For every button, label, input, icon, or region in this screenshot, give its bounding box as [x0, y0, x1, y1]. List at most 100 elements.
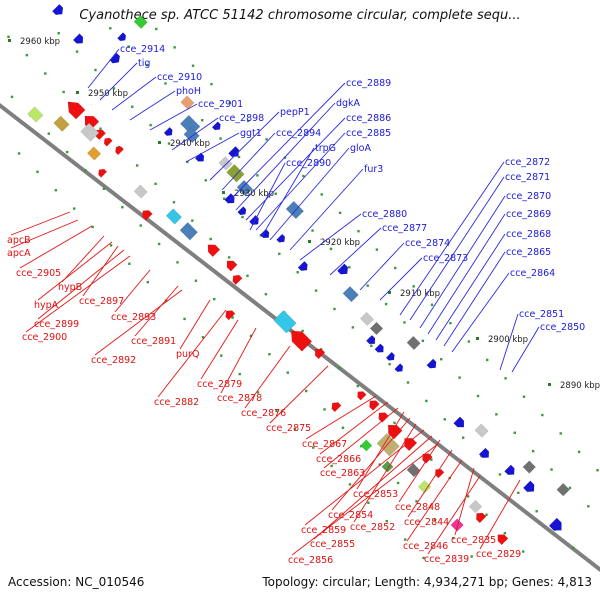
gene-glyph	[336, 263, 349, 275]
callout-line	[329, 227, 382, 276]
gene-glyph	[98, 168, 108, 178]
track-dot	[99, 127, 102, 130]
gene-label-forward: cce_2877	[382, 223, 427, 234]
track-dot	[461, 436, 465, 439]
gene-glyph	[453, 416, 465, 428]
track-dot	[522, 395, 526, 398]
track-dot	[210, 82, 213, 86]
track-dot	[131, 105, 134, 108]
track-dot	[286, 371, 289, 374]
track-dot	[351, 326, 355, 329]
track-dot	[265, 138, 268, 141]
track-dot	[513, 431, 516, 434]
feature-box	[450, 518, 464, 532]
track-dot	[443, 418, 446, 421]
feature-box	[86, 146, 102, 161]
feature-box	[556, 482, 570, 497]
ruler-label: 2950 kbp	[88, 89, 128, 99]
gene-glyph	[194, 152, 205, 162]
track-dot	[385, 519, 388, 523]
track-dot	[91, 225, 94, 229]
track-dot	[412, 285, 415, 288]
gene-glyph	[374, 343, 384, 353]
gene-label-forward: gloA	[350, 143, 371, 154]
callout-line	[255, 132, 346, 231]
gene-label-reverse: cce_2866	[316, 454, 361, 465]
callout-line	[454, 467, 475, 536]
track-dot	[94, 68, 97, 72]
track-dot	[341, 426, 345, 429]
track-dot	[415, 500, 418, 503]
track-dot	[425, 399, 428, 403]
ruler-label: 2940 kbp	[170, 139, 210, 149]
ruler-label: 2910 kbp	[400, 289, 440, 299]
feature-box	[474, 423, 489, 438]
track-dot	[467, 340, 471, 343]
feature-box	[342, 286, 359, 303]
callout-line	[359, 242, 405, 291]
gene-label-forward: phoH	[176, 86, 201, 97]
track-dot	[531, 449, 535, 453]
gene-label-reverse: cce_2853	[353, 489, 398, 500]
gene-label-reverse: cce_2875	[266, 423, 311, 434]
gene-label-reverse: hypA	[34, 300, 59, 311]
track-dot	[17, 152, 21, 155]
callout-line	[356, 411, 405, 490]
track-dot	[577, 450, 581, 454]
gene-glyph	[228, 146, 240, 158]
track-dot	[394, 266, 397, 270]
gene-label-forward: cce_2851	[519, 309, 564, 320]
track-dot	[47, 132, 50, 135]
feature-box	[273, 310, 297, 334]
gene-glyph	[142, 210, 153, 221]
callout-line	[157, 309, 227, 398]
track-dot	[550, 468, 553, 471]
ruler-label: 2890 kbp	[560, 381, 600, 391]
gene-label-forward: cce_2910	[157, 72, 202, 83]
feature-box	[236, 179, 253, 197]
gene-glyph	[385, 351, 395, 361]
gene-label-reverse: cce_2892	[91, 355, 136, 366]
callout-line	[398, 439, 441, 503]
callout-line	[269, 365, 329, 424]
gene-glyph	[504, 464, 515, 476]
track-dot	[238, 372, 241, 376]
track-dot	[504, 377, 507, 380]
feature-box	[226, 164, 245, 183]
callout-line	[407, 449, 453, 518]
ruler-label: 2930 kbp	[234, 189, 274, 199]
callout-line	[87, 48, 120, 89]
gene-glyph	[394, 363, 404, 373]
track-dot	[535, 510, 538, 513]
track-dot	[396, 481, 400, 485]
track-dot	[54, 189, 58, 192]
gene-label-reverse: cce_2893	[111, 312, 156, 323]
callout-line	[299, 213, 362, 261]
track-dot	[485, 513, 488, 516]
callout-line	[451, 272, 510, 353]
callout-line	[419, 195, 506, 329]
track-dot	[559, 432, 562, 435]
gene-label-forward: cce_2872	[505, 157, 550, 168]
callout-line	[399, 161, 505, 316]
callout-line	[114, 269, 151, 313]
track-dot	[109, 244, 113, 247]
track-dot	[338, 366, 341, 369]
ruler-tick	[308, 240, 311, 243]
track-dot	[357, 230, 360, 233]
track-dot	[10, 95, 14, 99]
gene-glyph	[369, 400, 380, 411]
callout-line	[10, 219, 79, 249]
track-dot	[57, 32, 60, 35]
gene-label-forward: cce_2894	[276, 128, 321, 139]
track-dot	[201, 336, 205, 339]
callout-line	[37, 241, 113, 301]
gene-label-reverse: cce_2835	[451, 535, 496, 546]
feature-box	[381, 460, 394, 473]
callout-line	[427, 213, 506, 335]
callout-line	[229, 82, 346, 201]
track-dot	[449, 321, 452, 325]
callout-line	[179, 299, 211, 350]
ruler-tick	[476, 337, 479, 340]
